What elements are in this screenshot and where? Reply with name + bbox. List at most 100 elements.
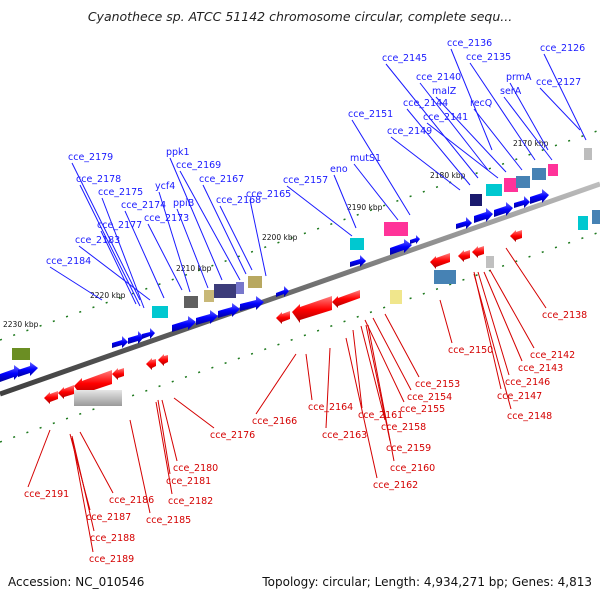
gene-box[interactable] [214, 284, 236, 298]
gene-arrow[interactable] [0, 365, 22, 382]
gene-box[interactable] [152, 306, 168, 318]
gene-box[interactable] [548, 164, 558, 176]
gene-box[interactable] [578, 216, 588, 230]
gene-label[interactable]: cce_2185 [146, 515, 191, 526]
gene-label[interactable]: cce_2167 [199, 174, 244, 185]
gene-label[interactable]: prmA [506, 72, 532, 83]
gene-label[interactable]: cce_2182 [168, 496, 213, 507]
gene-box[interactable] [470, 194, 482, 206]
gene-label[interactable]: cce_2179 [68, 152, 113, 163]
gene-box[interactable] [390, 290, 402, 304]
gene-label[interactable]: cce_2178 [76, 174, 121, 185]
gene-label[interactable]: cce_2146 [505, 377, 550, 388]
gene-arrow[interactable] [474, 208, 493, 223]
gene-arrow[interactable] [332, 290, 360, 308]
gene-arrow[interactable] [142, 328, 155, 339]
gene-arrow[interactable] [456, 217, 472, 229]
gene-box[interactable] [204, 290, 214, 302]
gene-box[interactable] [12, 348, 30, 360]
gene-arrow[interactable] [292, 296, 332, 323]
gene-label[interactable]: cce_2180 [173, 463, 218, 474]
gene-label[interactable]: cce_2181 [166, 476, 211, 487]
gene-label[interactable]: cce_2176 [210, 430, 255, 441]
gene-label[interactable]: cce_2150 [448, 345, 493, 356]
gene-arrow[interactable] [18, 362, 38, 377]
gene-arrow[interactable] [146, 358, 156, 370]
gene-label[interactable]: cce_2157 [283, 175, 328, 186]
gene-label[interactable]: cce_2177 [97, 220, 142, 231]
gene-label[interactable]: malZ [432, 86, 457, 97]
gene-label[interactable]: cce_2169 [176, 160, 221, 171]
gene-label[interactable]: cce_2168 [216, 195, 261, 206]
gene-label[interactable]: cce_2153 [415, 379, 460, 390]
gene-arrow[interactable] [58, 385, 74, 399]
gene-arrow[interactable] [218, 303, 240, 318]
gene-arrow[interactable] [276, 286, 289, 297]
gene-arrow[interactable] [350, 255, 366, 267]
gene-box[interactable] [434, 270, 456, 284]
gene-arrow[interactable] [158, 354, 168, 366]
gene-label[interactable]: cce_2162 [373, 480, 418, 491]
gene-arrow[interactable] [458, 250, 470, 262]
gene-box[interactable] [74, 390, 122, 406]
gene-label[interactable]: cce_2144 [403, 98, 448, 109]
gene-arrow[interactable] [276, 311, 290, 324]
gene-box[interactable] [504, 178, 518, 192]
gene-label[interactable]: cce_2187 [86, 512, 131, 523]
gene-label[interactable]: cce_2164 [308, 402, 353, 413]
gene-arrow[interactable] [472, 246, 484, 258]
gene-label[interactable]: cce_2127 [536, 77, 581, 88]
gene-label[interactable]: ppiB [173, 198, 194, 209]
gene-label[interactable]: cce_2136 [447, 38, 492, 49]
gene-label[interactable]: cce_2158 [381, 422, 426, 433]
gene-label[interactable]: cce_2184 [46, 256, 91, 267]
gene-label[interactable]: cce_2189 [89, 554, 134, 565]
gene-box[interactable] [248, 276, 262, 288]
gene-label[interactable]: cce_2163 [322, 430, 367, 441]
gene-label[interactable]: cce_2142 [530, 350, 575, 361]
gene-label[interactable]: cce_2175 [98, 187, 143, 198]
gene-label[interactable]: cce_2149 [387, 126, 432, 137]
gene-label[interactable]: cce_2173 [144, 213, 189, 224]
gene-arrow[interactable] [128, 331, 144, 344]
gene-label[interactable]: cce_2145 [382, 53, 427, 64]
gene-label[interactable]: eno [330, 164, 348, 175]
gene-label[interactable]: ppk1 [166, 147, 190, 158]
gene-label[interactable]: cce_2165 [246, 189, 291, 200]
gene-label[interactable]: cce_2174 [121, 200, 166, 211]
gene-arrow[interactable] [530, 189, 549, 204]
gene-arrow[interactable] [172, 316, 196, 332]
gene-label[interactable]: mutS1 [350, 153, 381, 164]
gene-label[interactable]: ycf4 [155, 181, 175, 192]
gene-arrow[interactable] [494, 202, 513, 217]
gene-label[interactable]: cce_2188 [90, 533, 135, 544]
gene-label[interactable]: cce_2191 [24, 489, 69, 500]
gene-arrow[interactable] [240, 296, 264, 311]
gene-arrow[interactable] [112, 336, 128, 348]
gene-box[interactable] [184, 296, 198, 308]
gene-label[interactable]: cce_2166 [252, 416, 297, 427]
gene-label[interactable]: cce_2155 [400, 404, 445, 415]
gene-arrow[interactable] [510, 230, 522, 242]
gene-box[interactable] [236, 282, 244, 294]
gene-label[interactable]: cce_2143 [518, 363, 563, 374]
gene-box[interactable] [350, 238, 364, 250]
gene-label[interactable]: cce_2151 [348, 109, 393, 120]
gene-arrow[interactable] [196, 310, 218, 325]
gene-label[interactable]: cce_2161 [358, 410, 403, 421]
gene-arrow[interactable] [390, 239, 412, 255]
gene-arrow[interactable] [44, 391, 58, 404]
gene-label[interactable]: serA [500, 86, 522, 97]
gene-label[interactable]: cce_2147 [497, 391, 542, 402]
gene-label[interactable]: cce_2183 [75, 235, 120, 246]
gene-box[interactable] [532, 168, 546, 180]
gene-label[interactable]: recQ [470, 98, 492, 109]
gene-arrow[interactable] [112, 368, 124, 380]
gene-label[interactable]: cce_2159 [386, 443, 431, 454]
gene-box[interactable] [486, 256, 494, 268]
gene-label[interactable]: cce_2135 [466, 52, 511, 63]
gene-box[interactable] [592, 210, 600, 224]
gene-box[interactable] [516, 176, 530, 188]
gene-label[interactable]: cce_2160 [390, 463, 435, 474]
gene-label[interactable]: cce_2140 [416, 72, 461, 83]
